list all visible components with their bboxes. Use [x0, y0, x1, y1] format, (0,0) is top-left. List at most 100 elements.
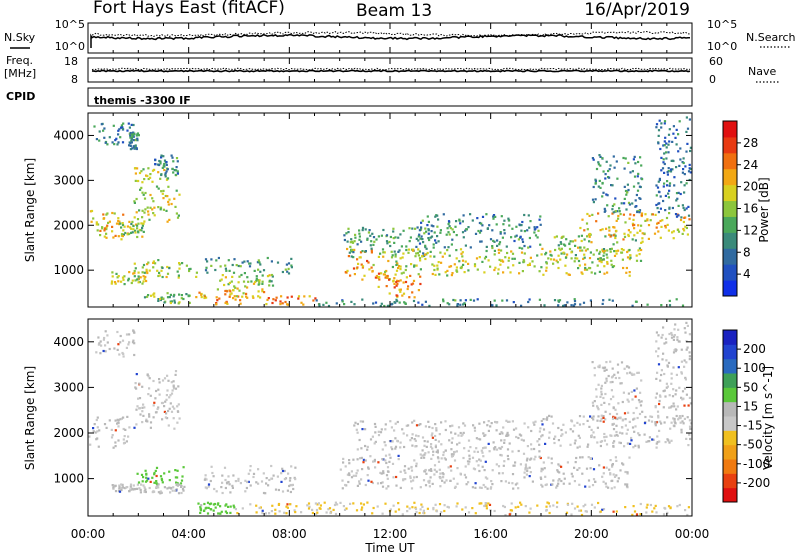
power-cell: [464, 244, 467, 247]
velocity-cell: [554, 435, 557, 438]
power-cell: [453, 263, 456, 266]
velocity-cell: [128, 341, 131, 344]
station-title: Fort Hays East (fitACF): [93, 0, 285, 18]
power-cell: [612, 155, 615, 158]
velocity-cell: [413, 419, 416, 422]
velocity-cell: [374, 466, 377, 469]
velocity-cell: [372, 506, 375, 510]
power-cell: [677, 204, 680, 207]
velocity-cell: [615, 510, 618, 513]
velocity-cell: [605, 435, 608, 438]
velocity-cell: [397, 458, 400, 461]
velocity-cell: [576, 421, 579, 424]
velocity-cell: [135, 373, 138, 376]
velocity-cell: [403, 469, 406, 472]
velocity-cell: [669, 406, 672, 409]
power-cell: [644, 213, 647, 216]
velocity-cell: [551, 422, 555, 425]
velocity-cell: [435, 429, 438, 432]
velocity-cell: [623, 412, 627, 415]
velocity-cell: [636, 371, 639, 374]
power-cell: [168, 267, 171, 270]
power-cell: [629, 256, 632, 259]
velocity-cell: [460, 434, 463, 437]
power-cell: [157, 259, 160, 262]
velocity-cell: [283, 478, 286, 481]
velocity-cell: [434, 444, 437, 447]
power-cell: [121, 128, 125, 131]
power-cell: [666, 173, 669, 176]
velocity-cell: [204, 486, 207, 489]
power-cell: [393, 277, 396, 280]
velocity-cell: [163, 486, 166, 489]
power-cell: [266, 275, 270, 278]
velocity-cell: [116, 330, 119, 334]
power-cell: [657, 190, 661, 193]
power-cell: [258, 281, 261, 284]
power-cell: [443, 252, 446, 255]
velocity-cell: [624, 506, 627, 509]
velocity-cell: [422, 479, 426, 482]
velocity-cell: [632, 411, 635, 415]
velocity-cell: [517, 449, 520, 453]
velocity-cell: [229, 505, 232, 508]
power-cell: [655, 126, 658, 129]
velocity-cell: [439, 485, 442, 488]
power-cell: [538, 270, 541, 273]
velocity-cell: [163, 410, 166, 413]
velocity-cell: [283, 511, 286, 514]
velocity-cell: [529, 471, 532, 474]
power-cell: [415, 252, 418, 255]
velocity-cell: [209, 479, 212, 483]
velocity-cell: [571, 502, 574, 505]
velocity-cell: [182, 489, 185, 492]
velocity-cell: [666, 511, 669, 514]
power-cell: [473, 263, 477, 266]
power-cell: [411, 291, 414, 294]
power-cell: [603, 207, 606, 210]
velocity-cell: [206, 512, 210, 515]
power-cell: [599, 258, 602, 261]
power-cell: [343, 234, 346, 237]
velocity-cell: [657, 363, 661, 366]
power-cell: [635, 259, 639, 262]
velocity-cell: [670, 439, 673, 442]
velocity-cell: [343, 508, 347, 511]
power-cell: [189, 267, 192, 270]
power-cell: [128, 271, 131, 274]
velocity-cell: [225, 481, 229, 484]
power-colorbar-segment: [723, 168, 737, 186]
velocity-cell: [528, 511, 531, 514]
power-cell: [349, 274, 352, 277]
power-cell: [151, 208, 154, 211]
velocity-cell: [666, 438, 669, 441]
power-cell: [635, 193, 638, 197]
velocity-cell: [455, 505, 458, 508]
power-cell: [558, 299, 562, 302]
power-cell: [200, 296, 203, 299]
velocity-cell: [649, 415, 652, 418]
velocity-cell: [523, 476, 526, 479]
velocity-cell: [158, 393, 161, 396]
power-cell: [430, 230, 433, 233]
power-cell: [356, 258, 359, 261]
power-cell: [635, 254, 638, 257]
power-cell: [606, 261, 609, 264]
velocity-cell: [634, 395, 637, 398]
velocity-cell: [153, 471, 156, 475]
velocity-cell: [356, 422, 359, 426]
power-cell: [353, 240, 356, 243]
velocity-cell: [147, 477, 150, 480]
velocity-cell: [176, 421, 179, 424]
velocity-cell: [255, 511, 258, 514]
velocity-cell: [585, 510, 588, 513]
velocity-cell: [98, 342, 101, 345]
power-ylabel: Slant Range [km]: [23, 158, 37, 262]
power-cell: [462, 303, 465, 306]
velocity-cell: [120, 488, 123, 492]
velocity-cell: [512, 487, 515, 490]
velocity-cell: [121, 483, 124, 486]
power-cell: [157, 171, 160, 174]
velocity-cell: [617, 477, 620, 480]
power-cell: [408, 227, 411, 230]
